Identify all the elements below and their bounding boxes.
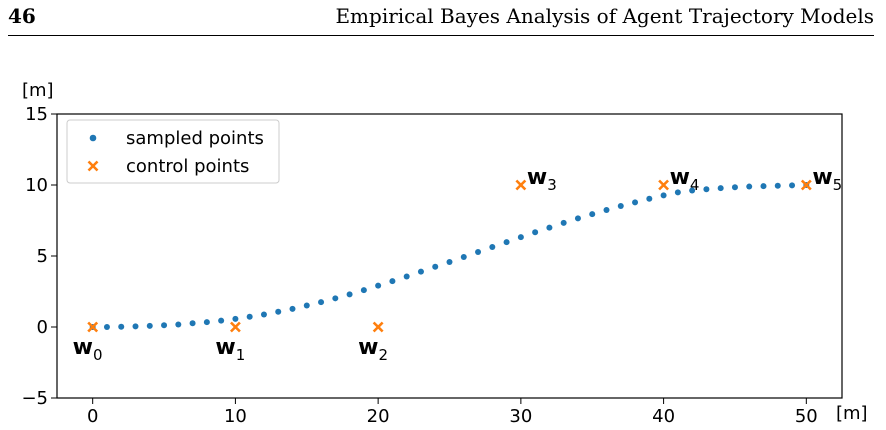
legend-box <box>66 119 280 184</box>
sampled-point <box>146 322 153 329</box>
sampled-point <box>360 287 367 294</box>
sampled-point <box>389 278 396 285</box>
x-tick-label: 50 <box>795 406 818 427</box>
y-tick-label: 10 <box>25 175 48 196</box>
x-axis-label: [m] <box>836 403 868 424</box>
control-point-label: w2 <box>358 335 388 364</box>
sampled-point <box>103 324 110 330</box>
sampled-point <box>789 182 796 189</box>
sampled-point <box>289 305 296 312</box>
plot-frame <box>56 113 843 399</box>
legend-control-label: control points <box>126 156 249 177</box>
sampled-point <box>560 219 567 226</box>
sampled-point <box>532 229 539 236</box>
legend-control-x <box>87 160 99 172</box>
x-stroke <box>800 179 812 191</box>
sampled-point <box>589 211 596 218</box>
x-tick-label: 0 <box>87 406 98 427</box>
sampled-point <box>132 323 139 330</box>
header-rule <box>8 35 874 36</box>
control-point <box>229 321 241 333</box>
sampled-point <box>203 319 210 326</box>
sampled-point <box>260 311 267 318</box>
sampled-point <box>603 206 610 213</box>
sampled-point <box>275 308 282 315</box>
sampled-point <box>189 320 196 327</box>
x-stroke <box>229 321 241 333</box>
sampled-point <box>346 291 353 298</box>
sampled-point <box>446 258 453 265</box>
sampled-point <box>332 295 339 302</box>
sampled-point <box>674 189 681 196</box>
sampled-point <box>161 322 168 329</box>
control-point-labels: w0 w1 w2 w3 w4 w5 <box>73 165 843 364</box>
sampled-point <box>475 249 482 256</box>
control-point <box>800 179 812 191</box>
sampled-point <box>689 187 696 194</box>
sampled-point <box>546 224 553 231</box>
x-stroke <box>87 321 99 333</box>
sampled-point <box>375 282 382 289</box>
sampled-point <box>617 203 624 210</box>
sampled-point <box>218 317 225 324</box>
control-point-label: w4 <box>670 165 700 194</box>
sampled-point <box>118 323 125 330</box>
x-tick-label: 40 <box>652 406 675 427</box>
sampled-point <box>517 234 524 241</box>
x-stroke <box>658 179 670 191</box>
legend-sampled-label: sampled points <box>126 128 264 149</box>
y-axis-label: [m] <box>22 80 54 101</box>
sampled-point <box>703 186 710 193</box>
sampled-point <box>432 263 439 270</box>
sampled-point <box>318 299 325 306</box>
sampled-point <box>760 183 767 190</box>
sampled-point <box>632 199 639 206</box>
x-tick-label: 20 <box>367 406 390 427</box>
sampled-point <box>731 184 738 191</box>
sampled-point <box>746 183 753 190</box>
x-stroke <box>515 179 527 191</box>
sampled-point <box>503 239 510 246</box>
sampled-point <box>246 313 253 320</box>
control-point-label: w5 <box>812 165 842 194</box>
control-point <box>372 321 384 333</box>
sampled-point <box>303 302 310 309</box>
sampled-point <box>417 268 424 275</box>
y-tick-label: 5 <box>37 246 48 267</box>
sampled-point <box>646 195 653 202</box>
legend-control-marker <box>87 160 99 172</box>
sampled-point <box>232 315 239 322</box>
x-stroke <box>87 160 99 172</box>
plot-points <box>87 179 812 333</box>
x-tick-label: 10 <box>224 406 247 427</box>
y-tick-label: −5 <box>21 388 48 409</box>
sampled-point <box>574 215 581 222</box>
x-stroke <box>372 321 384 333</box>
sampled-point <box>175 321 182 328</box>
axis-ticks: 0 10 20 30 40 50 −5 0 5 10 15 <box>21 104 817 427</box>
control-point <box>87 321 99 333</box>
control-point-label: w1 <box>215 335 245 364</box>
y-tick-label: 0 <box>37 317 48 338</box>
sampled-point <box>717 185 724 192</box>
y-tick-label: 15 <box>25 104 48 125</box>
sampled-point <box>660 192 667 199</box>
sampled-point <box>460 253 467 260</box>
running-title: Empirical Bayes Analysis of Agent Trajec… <box>335 4 874 28</box>
sampled-point <box>403 273 410 280</box>
legend: sampled points control points <box>66 119 280 184</box>
page-number: 46 <box>8 4 36 28</box>
sampled-point <box>489 244 496 251</box>
legend-sampled-marker <box>89 134 97 142</box>
sampled-point <box>774 182 781 189</box>
x-tick-label: 30 <box>509 406 532 427</box>
control-point-label: w3 <box>527 165 557 194</box>
control-point-label: w0 <box>73 335 103 364</box>
control-point <box>658 179 670 191</box>
control-point <box>515 179 527 191</box>
